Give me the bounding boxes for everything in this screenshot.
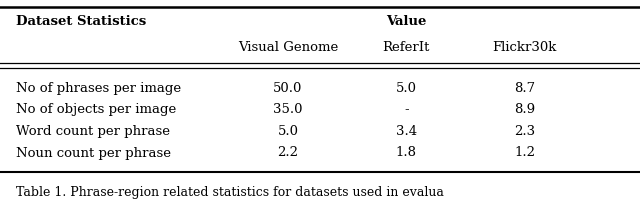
Text: No of objects per image: No of objects per image [16, 103, 176, 116]
Text: Word count per phrase: Word count per phrase [16, 125, 170, 138]
Text: Flickr30k: Flickr30k [493, 41, 557, 54]
Text: 35.0: 35.0 [273, 103, 303, 116]
Text: 2.3: 2.3 [514, 125, 536, 138]
Text: Dataset Statistics: Dataset Statistics [16, 15, 147, 28]
Text: 2.2: 2.2 [278, 146, 298, 160]
Text: 50.0: 50.0 [273, 82, 303, 95]
Text: 1.2: 1.2 [515, 146, 535, 160]
Text: 8.9: 8.9 [514, 103, 536, 116]
Text: Value: Value [386, 15, 427, 28]
Text: Visual Genome: Visual Genome [238, 41, 338, 54]
Text: 5.0: 5.0 [396, 82, 417, 95]
Text: 1.8: 1.8 [396, 146, 417, 160]
Text: 5.0: 5.0 [278, 125, 298, 138]
Text: -: - [404, 103, 409, 116]
Text: 3.4: 3.4 [396, 125, 417, 138]
Text: 8.7: 8.7 [514, 82, 536, 95]
Text: ReferIt: ReferIt [383, 41, 430, 54]
Text: Table 1. Phrase-region related statistics for datasets used in evalua: Table 1. Phrase-region related statistic… [16, 186, 444, 199]
Text: No of phrases per image: No of phrases per image [16, 82, 181, 95]
Text: Noun count per phrase: Noun count per phrase [16, 146, 171, 160]
